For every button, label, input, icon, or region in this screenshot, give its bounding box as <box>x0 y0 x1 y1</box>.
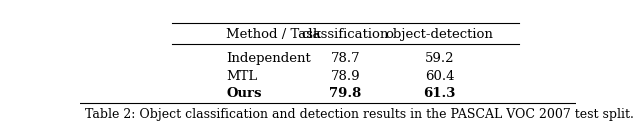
Text: 78.7: 78.7 <box>330 52 360 65</box>
Text: 78.9: 78.9 <box>330 70 360 83</box>
Text: Ours: Ours <box>227 87 262 100</box>
Text: Table 2: Object classification and detection results in the PASCAL VOC 2007 test: Table 2: Object classification and detec… <box>85 108 634 121</box>
Text: Independent: Independent <box>227 52 311 65</box>
Text: 79.8: 79.8 <box>329 87 362 100</box>
Text: 61.3: 61.3 <box>424 87 456 100</box>
Text: 60.4: 60.4 <box>425 70 454 83</box>
Text: MTL: MTL <box>227 70 257 83</box>
Text: classification: classification <box>301 28 389 41</box>
Text: 59.2: 59.2 <box>425 52 454 65</box>
Text: object-detection: object-detection <box>386 28 493 41</box>
Text: Method / Task: Method / Task <box>227 28 321 41</box>
